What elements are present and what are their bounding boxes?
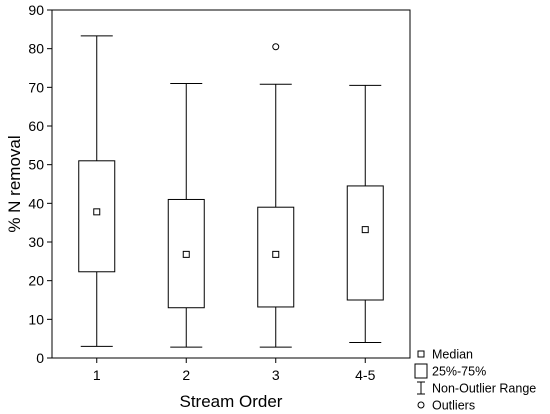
y-tick-label: 60 [28,118,44,134]
x-tick-label: 4-5 [355,367,375,383]
x-axis-label: Stream Order [180,392,283,411]
plot-frame [51,9,411,359]
y-tick-label: 10 [28,311,44,327]
box-2 [167,82,205,348]
x-tick-label: 3 [272,367,280,383]
legend-label: 25%-75% [432,365,486,379]
legend-item-median: Median [417,348,473,362]
legend-label: Median [432,348,473,362]
box-4-5 [346,84,384,344]
y-tick-label: 0 [36,350,44,366]
box-3 [257,43,295,348]
y-axis: 0 10 20 30 40 50 60 70 80 90 [28,2,52,366]
y-tick-label: 30 [28,234,44,250]
box-1 [78,35,116,347]
iqr-box [257,206,295,308]
legend: Median 25%-75% Non-Outlier Range Outliers [414,348,536,413]
y-tick-label: 50 [28,157,44,173]
median-marker [272,250,280,258]
outlier-point [272,43,280,51]
median-marker [182,250,190,258]
y-tick-label: 40 [28,195,44,211]
plot-area [51,9,411,359]
legend-outlier-symbol [417,401,425,409]
y-tick-label: 70 [28,79,44,95]
x-tick-label: 2 [182,367,190,383]
x-axis: 1 2 3 4-5 [93,358,376,383]
boxes [78,35,384,348]
legend-label: Non-Outlier Range [432,382,536,396]
iqr-box [78,160,116,273]
y-tick-label: 90 [28,2,44,18]
legend-item-whisker: Non-Outlier Range [417,381,536,396]
y-tick-label: 20 [28,273,44,289]
y-tick-label: 80 [28,41,44,57]
median-marker [93,208,101,216]
legend-median-symbol [417,350,425,358]
legend-box-symbol [414,363,428,379]
legend-item-outlier: Outliers [417,399,475,413]
iqr-box [346,185,384,301]
y-axis-label: % N removal [5,135,24,232]
legend-item-box: 25%-75% [414,363,486,379]
x-tick-label: 1 [93,367,101,383]
median-marker [361,226,369,234]
legend-label: Outliers [432,399,475,413]
